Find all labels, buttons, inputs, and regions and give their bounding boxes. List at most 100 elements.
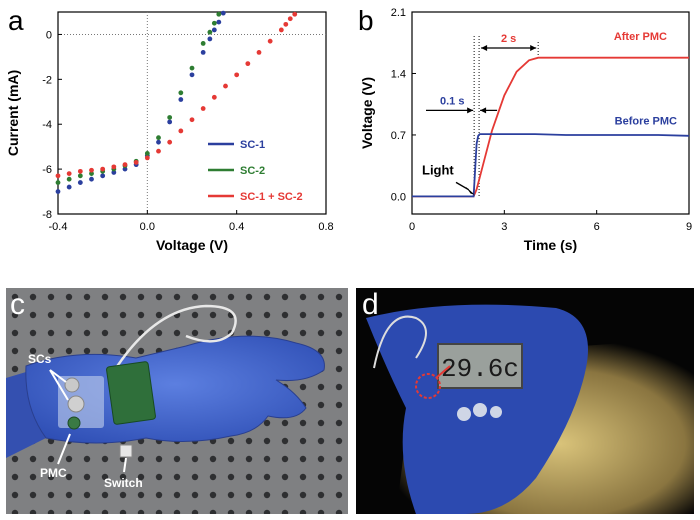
chart-b-delay-label: 0.1 s [440, 95, 464, 107]
chart-a-xtick-label: 0.8 [318, 221, 333, 233]
chart-b: 0 3 6 9 0.0 0.7 1.4 2.1 After PMC Before PMC 2 s 0… [359, 7, 692, 253]
chart-a-point [220, 10, 226, 16]
chart-b-delay-arrowhead-left [467, 107, 474, 114]
chart-a-frame [57, 11, 327, 215]
chart-b-rise-arrowhead-left [481, 45, 488, 51]
chart-a-ytick-label: 0 [46, 29, 52, 41]
chart-a-point [211, 27, 217, 33]
chart-a-point [207, 36, 213, 42]
chart-b-light-arrow [455, 181, 469, 191]
annotation-arrows [49, 369, 127, 473]
chart-a-point [55, 180, 61, 185]
chart-a-point [200, 106, 206, 111]
sc-cell-1 [64, 377, 80, 393]
highlight-arrow [435, 365, 451, 379]
wire-loop [373, 315, 427, 369]
chart-a-point [111, 164, 117, 170]
photo-display-illustration: 29.6c [356, 288, 694, 514]
chart-a-point [89, 167, 94, 173]
chart-b-ylabel: Voltage (V) [359, 77, 375, 149]
label-pmc: PMC [40, 466, 67, 480]
chart-b-frame [411, 11, 690, 215]
chart-a-point [77, 173, 83, 179]
chart-a-point [156, 139, 161, 145]
chart-a-xtick-label: 0.0 [140, 221, 155, 233]
chart-a-point [100, 166, 106, 172]
chart-a-point [189, 65, 195, 71]
chart-a-xtick-label: 0.4 [229, 221, 244, 233]
photo-glove-illustration [6, 288, 348, 514]
chart-a-legend-label: SC-1 + SC-2 [240, 191, 303, 203]
chart-a-point [111, 170, 117, 175]
chart-a-point [144, 155, 150, 161]
panel-b-letter: b [358, 5, 374, 36]
chart-b-rise-arrowhead-right [530, 45, 537, 51]
chart-a-point [287, 16, 293, 22]
chart-a-point [200, 50, 206, 55]
chart-a-xtick-label: -0.4 [49, 221, 68, 233]
chart-a-point [211, 94, 217, 100]
chart-a-point [55, 173, 61, 179]
chart-a-point [292, 11, 298, 17]
chart-a-point [89, 176, 94, 182]
chart-a-legend-label: SC-2 [240, 165, 265, 177]
chart-figure: a -0.4 0.0 0.4 0.8 -8 -6 -4 -2 0 SC-1 SC-2 SC-1 + … [5, 5, 692, 253]
chart-a-point [234, 72, 240, 78]
chart-a: -0.4 0.0 0.4 0.8 -8 -6 -4 -2 0 SC-1 SC-2 SC-1 + SC… [5, 10, 334, 253]
chart-a-point [167, 115, 173, 120]
label-scs: SCs [28, 352, 52, 366]
chart-a-point [256, 50, 262, 55]
chart-a-point [89, 171, 94, 177]
highlight-circle [415, 373, 441, 399]
wire [114, 304, 237, 369]
chart-a-ytick-label: -8 [42, 209, 52, 221]
chart-a-point [278, 27, 284, 33]
chart-a-xlabel: Voltage (V) [156, 237, 228, 253]
chart-a-point [144, 151, 150, 156]
chart-a-ylabel: Current (mA) [5, 70, 21, 156]
chart-a-point [156, 148, 161, 154]
lcd-display [437, 343, 523, 389]
chart-a-point [189, 72, 195, 78]
chart-b-xtick-label: 3 [501, 221, 507, 233]
chart-a-point [66, 171, 72, 177]
chart-a-point [216, 11, 222, 17]
chart-b-ytick-label: 0.0 [391, 191, 406, 203]
chart-b-xtick-label: 0 [409, 221, 415, 233]
chart-a-point [77, 180, 83, 185]
chart-b-series-line [412, 133, 690, 198]
pmc-chip [67, 416, 81, 430]
switch-device [119, 444, 133, 458]
chart-b-light-label: Light [422, 162, 454, 177]
chart-a-ytick-label: -2 [42, 74, 52, 86]
sc-cell-b [473, 403, 487, 417]
panel-a-letter: a [8, 5, 24, 36]
chart-a-point [189, 117, 195, 123]
chart-a-point [207, 29, 213, 35]
chart-a-point [245, 61, 251, 67]
chart-b-ytick-label: 2.1 [391, 7, 406, 19]
chart-a-point [122, 166, 128, 172]
sc-cell-a [457, 407, 471, 421]
chart-a-point [178, 90, 184, 96]
chart-a-point [133, 159, 139, 165]
chart-a-point [167, 139, 173, 145]
chart-a-legend-label: SC-1 [240, 139, 265, 151]
chart-b-series-label: After PMC [614, 31, 667, 43]
panel-d-letter: d [362, 288, 379, 321]
panel-c-letter: c [10, 288, 25, 321]
chart-a-point [66, 184, 72, 190]
chart-b-delay-arrowhead-right [480, 107, 487, 114]
chart-b-ytick-label: 0.7 [391, 130, 406, 142]
chart-b-series-line [412, 56, 689, 198]
sc-cell-2 [67, 395, 85, 413]
chart-a-point [66, 176, 72, 182]
chart-a-point [283, 21, 289, 27]
chart-b-xlabel: Time (s) [524, 237, 577, 253]
photo-glove-device: c SCs PMC Switch [6, 288, 348, 514]
chart-a-point [178, 97, 184, 102]
chart-a-ytick-label: -4 [42, 119, 52, 131]
chart-a-point [267, 38, 273, 44]
chart-a-point [167, 119, 173, 125]
lcd-reading: 29.6c [441, 354, 519, 384]
